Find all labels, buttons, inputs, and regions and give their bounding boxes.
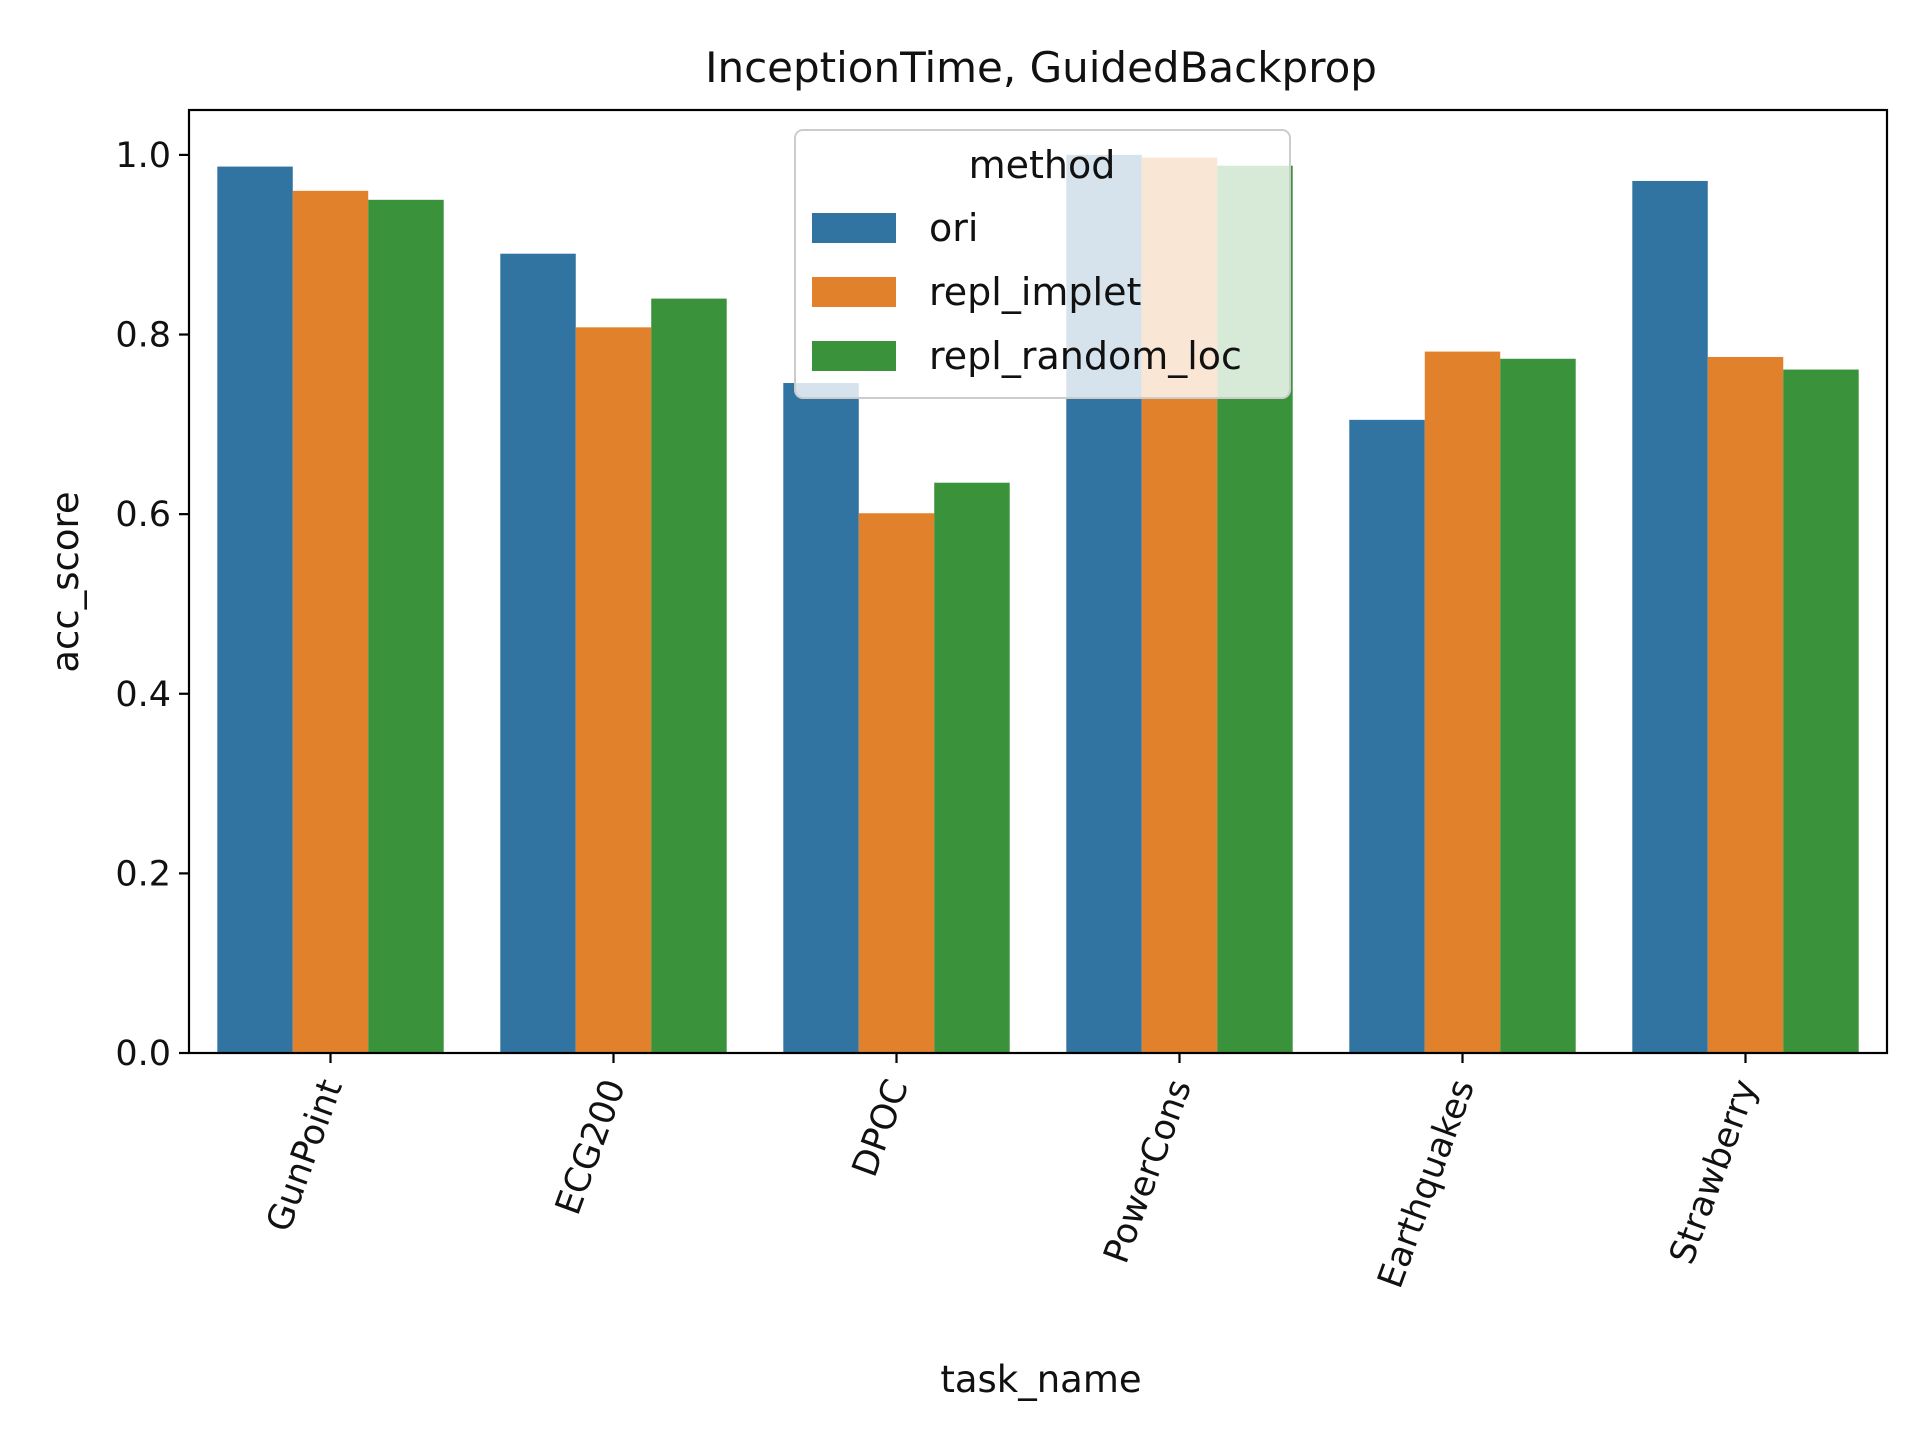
y-tick-label: 1.0 — [115, 136, 171, 176]
bar-ori-ECG200 — [500, 253, 576, 1053]
bar-repl_random_loc-GunPoint — [368, 199, 444, 1053]
bar-repl_random_loc-Strawberry — [1783, 369, 1859, 1053]
bar-repl_implet-DPOC — [858, 513, 935, 1053]
chart-title: InceptionTime, GuidedBackprop — [705, 43, 1377, 92]
x-tick-label: Earthquakes — [1371, 1074, 1483, 1293]
y-tick-label: 0.6 — [115, 495, 171, 535]
legend-title: method — [969, 143, 1116, 187]
x-tick-label: Strawberry — [1662, 1074, 1766, 1269]
x-tick-label: GunPoint — [259, 1074, 351, 1237]
legend-label-repl_implet: repl_implet — [929, 270, 1141, 314]
y-tick-label: 0.4 — [115, 675, 171, 715]
y-tick-label: 0.2 — [115, 854, 171, 894]
y-axis-label: acc_score — [44, 491, 87, 672]
bar-ori-GunPoint — [217, 166, 293, 1053]
bar-ori-Strawberry — [1632, 180, 1708, 1053]
bar-repl_random_loc-DPOC — [934, 482, 1010, 1054]
bar-ori-DPOC — [783, 383, 859, 1053]
bar-repl_implet-ECG200 — [575, 327, 652, 1054]
x-tick-label: PowerCons — [1097, 1074, 1200, 1268]
y-tick-label: 0.0 — [115, 1034, 171, 1074]
legend-swatch-repl_implet — [812, 277, 896, 307]
x-tick-label: ECG200 — [548, 1074, 634, 1220]
y-axis-ticks: 0.0 0.2 0.4 0.6 0.8 1.0 — [115, 136, 189, 1074]
x-axis-ticks: GunPoint ECG200 DPOC PowerCons Earthquakes St… — [259, 1053, 1766, 1293]
legend-box — [794, 129, 1291, 399]
legend-swatch-repl_random_loc — [812, 341, 896, 371]
y-tick-label: 0.8 — [115, 316, 171, 356]
legend: method ori repl_implet repl_random_loc — [794, 129, 1291, 399]
x-tick-label: DPOC — [845, 1074, 917, 1182]
bar-repl_implet-GunPoint — [292, 190, 369, 1053]
bar-ori-Earthquakes — [1349, 419, 1425, 1054]
bar-repl_random_loc-Earthquakes — [1500, 358, 1576, 1053]
legend-swatch-ori — [812, 213, 896, 243]
bars-group — [217, 154, 1859, 1054]
plot-frame — [187, 108, 1889, 1055]
x-axis-label: task_name — [940, 1358, 1141, 1401]
bar-repl_implet-Strawberry — [1707, 356, 1784, 1054]
legend-label-ori: ori — [929, 206, 978, 250]
bar-repl_random_loc-ECG200 — [651, 298, 727, 1054]
bar-repl_implet-Earthquakes — [1424, 351, 1501, 1054]
legend-label-repl_random_loc: repl_random_loc — [929, 334, 1242, 378]
